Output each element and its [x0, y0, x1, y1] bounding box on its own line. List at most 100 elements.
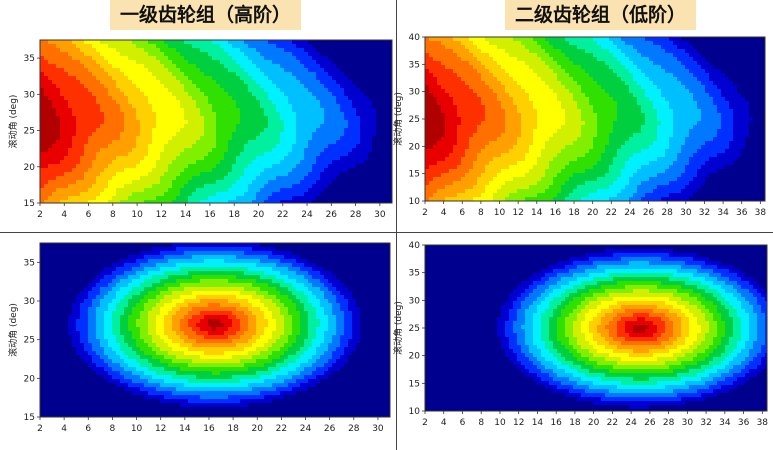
- p2-ylabel: 滚动角 (deg): [392, 92, 404, 146]
- p2-xtick-label: 6: [459, 208, 465, 218]
- p1-xtick-label: 28: [350, 210, 362, 220]
- p3-contour-field: [40, 243, 390, 417]
- p3-chart: 2 4 6 8 10 12 14 16 18 20 22 24 26 28 301520253035滚动角 …: [7, 242, 391, 434]
- p4-frame: [424, 244, 768, 412]
- right-title: 二级齿轮组（低阶）: [505, 0, 697, 30]
- p2-xtick-label: 4: [441, 208, 447, 218]
- p1-xtick-label: 14: [180, 210, 192, 220]
- p2-xtick-label: 26: [643, 208, 655, 218]
- p2-ytick-label: 40: [409, 33, 421, 43]
- p3-ylabel: 滚动角 (deg): [7, 303, 19, 357]
- p4-xtick-label: 4: [441, 418, 447, 428]
- p1-xtick-label: 12: [156, 210, 167, 220]
- p2-xtick-label: 34: [717, 208, 729, 218]
- p2-chart: 2 4 6 8 10 12 14 16 18 20 22 24 26 28 30 32 34 36 38101520…: [392, 33, 766, 218]
- p2-xtick-label: 38: [755, 208, 767, 218]
- p1-ytick-label: 30: [24, 90, 36, 100]
- p1-xtick-label: 2: [37, 210, 43, 220]
- left-title: 一级齿轮组（高阶）: [110, 0, 302, 30]
- p3-xtick-label: 26: [324, 424, 336, 434]
- p4-ytick-label: 15: [409, 379, 420, 389]
- p2-xtick-label: 36: [736, 208, 748, 218]
- p1-xtick-label: 26: [326, 210, 338, 220]
- p2-xtick-label: 8: [478, 208, 484, 218]
- p2-xtick-label: 24: [624, 208, 636, 218]
- p1-xtick-label: 20: [253, 210, 265, 220]
- p2-frame: [424, 36, 766, 202]
- p3-xtick-label: 30: [372, 424, 384, 434]
- p4-xtick-label: 26: [644, 418, 656, 428]
- p2-xtick-label: 20: [587, 208, 599, 218]
- p1-ytick-label: 20: [24, 163, 36, 173]
- p3-ytick-label: 35: [24, 258, 35, 268]
- horizontal-divider: [0, 232, 773, 233]
- p4-ytick-label: 25: [409, 324, 420, 334]
- p4-xtick-label: 12: [513, 418, 524, 428]
- p3-ytick-label: 30: [24, 297, 36, 307]
- p2-ytick-label: 10: [409, 197, 421, 207]
- p3-xtick-label: 12: [155, 424, 166, 434]
- p4-xtick-label: 38: [757, 418, 769, 428]
- p3-xtick-label: 6: [85, 424, 91, 434]
- p3-xtick-label: 10: [131, 424, 143, 434]
- p4-ytick-label: 40: [409, 241, 421, 251]
- p3-xtick-label: 20: [252, 424, 264, 434]
- p4-xtick-label: 20: [588, 418, 600, 428]
- p4-xtick-label: 36: [738, 418, 750, 428]
- p1-xtick-label: 22: [277, 210, 288, 220]
- p2-xtick-label: 16: [550, 208, 562, 218]
- p4-xtick-label: 14: [532, 418, 544, 428]
- p3-xtick-label: 16: [203, 424, 215, 434]
- p2-ytick-label: 15: [409, 170, 420, 180]
- p1-xtick-label: 6: [86, 210, 92, 220]
- p4-xtick-label: 2: [422, 418, 428, 428]
- p1-ylabel: 滚动角 (deg): [7, 95, 19, 149]
- p4-xtick-label: 16: [550, 418, 562, 428]
- p2-xtick-label: 30: [680, 208, 692, 218]
- p2-ytick-label: 35: [409, 60, 420, 70]
- p3-xtick-label: 28: [348, 424, 360, 434]
- p3-xtick-label: 24: [300, 424, 312, 434]
- vertical-divider: [396, 0, 397, 450]
- p1-xtick-label: 24: [301, 210, 313, 220]
- p4-ytick-label: 30: [409, 296, 421, 306]
- p2-xtick-label: 28: [661, 208, 673, 218]
- p1-xtick-label: 18: [228, 210, 240, 220]
- p2-xtick-label: 32: [699, 208, 710, 218]
- p4-contour-field: [425, 245, 767, 411]
- p1-ytick-label: 35: [24, 54, 35, 64]
- p2-xtick-label: 18: [568, 208, 580, 218]
- p3-xtick-label: 18: [227, 424, 239, 434]
- p1-xtick-label: 10: [131, 210, 143, 220]
- p3-ytick-label: 20: [24, 374, 36, 384]
- p2-ytick-label: 30: [409, 88, 421, 98]
- p2-ytick-label: 20: [409, 142, 421, 152]
- p3-xtick-label: 22: [276, 424, 287, 434]
- p3-ytick-label: 25: [24, 336, 35, 346]
- p1-chart: 2 4 6 8 10 12 14 16 18 20 22 24 26 28 301520253035滚动角 …: [7, 39, 393, 220]
- p1-frame: [39, 39, 393, 204]
- p3-xtick-label: 4: [61, 424, 67, 434]
- p1-xtick-label: 16: [204, 210, 216, 220]
- p4-ytick-label: 20: [409, 352, 421, 362]
- p3-frame: [39, 242, 391, 418]
- p2-contour-field: [425, 37, 765, 201]
- p4-xtick-label: 10: [494, 418, 506, 428]
- p1-xtick-label: 4: [61, 210, 67, 220]
- p4-xtick-label: 8: [478, 418, 484, 428]
- p4-xtick-label: 18: [569, 418, 581, 428]
- p2-xtick-label: 22: [606, 208, 617, 218]
- p4-xtick-label: 24: [625, 418, 637, 428]
- p4-xtick-label: 28: [663, 418, 675, 428]
- p2-xtick-label: 2: [422, 208, 428, 218]
- p2-xtick-label: 12: [512, 208, 523, 218]
- p4-chart: 2 4 6 8 10 12 14 16 18 20 22 24 26 28 30 32 34 36 38101520…: [392, 241, 769, 428]
- p4-xtick-label: 30: [682, 418, 694, 428]
- p3-xtick-label: 2: [37, 424, 43, 434]
- p1-xtick-label: 8: [110, 210, 116, 220]
- p4-ylabel: 滚动角 (deg): [392, 301, 404, 355]
- p1-contour-field: [40, 40, 392, 203]
- p2-xtick-label: 14: [531, 208, 543, 218]
- p4-xtick-label: 22: [607, 418, 618, 428]
